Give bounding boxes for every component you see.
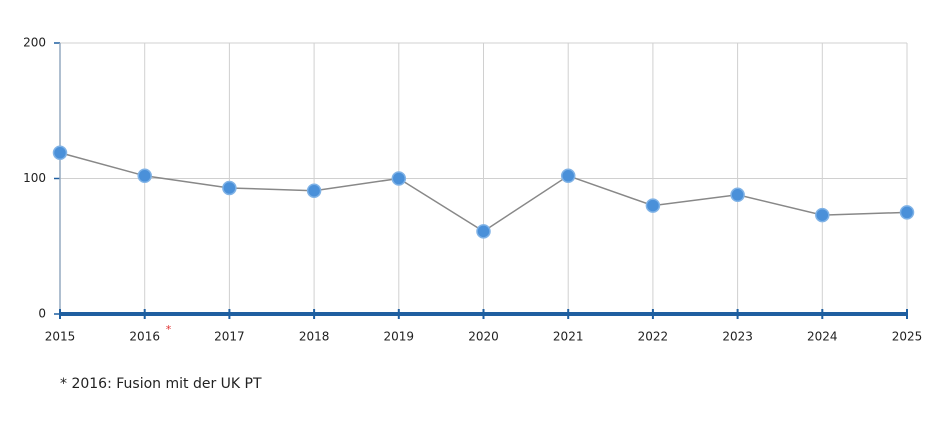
x-tick-label: 2022 <box>638 330 669 344</box>
data-point <box>815 207 830 223</box>
y-tick-label: 200 <box>23 36 46 50</box>
data-point <box>476 224 491 239</box>
x-tick-label: 2024 <box>807 330 838 344</box>
data-point <box>52 145 68 161</box>
x-tick-label: 2018 <box>299 330 330 344</box>
x-tick-label: 2020 <box>468 330 499 344</box>
data-point <box>306 183 322 198</box>
y-tick-label: 100 <box>23 171 46 185</box>
y-tick-label: 0 <box>38 307 46 321</box>
data-point <box>222 180 237 196</box>
x-tick-label: 2025 <box>892 330 923 344</box>
x-tick-label: 2019 <box>384 330 415 344</box>
data-point <box>137 168 152 184</box>
footnote: * 2016: Fusion mit der UK PT <box>60 376 262 392</box>
data-point <box>899 205 915 220</box>
data-point <box>560 168 576 184</box>
x-tick-label: 2023 <box>722 330 753 344</box>
x-tick-label: 2017 <box>214 330 245 344</box>
x-tick-label: 2015 <box>45 330 76 344</box>
data-point <box>391 171 407 186</box>
x-tick-label: 2021 <box>553 330 584 344</box>
x-tick-label: 2016 <box>129 330 160 344</box>
annotation: * <box>166 323 172 336</box>
data-point <box>730 187 745 203</box>
data-point <box>645 198 661 213</box>
